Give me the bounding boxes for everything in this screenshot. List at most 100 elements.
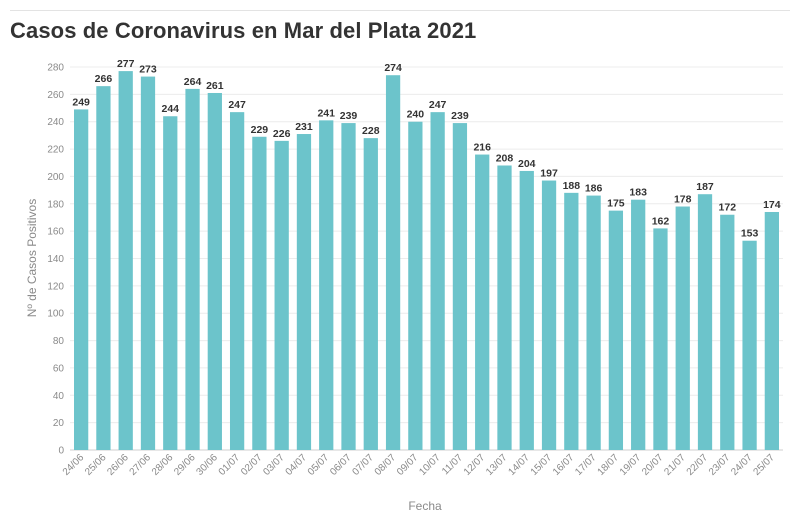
bar [541, 180, 557, 450]
y-tick-label: 20 [53, 418, 65, 429]
x-tick-label: 27/06 [128, 452, 154, 478]
x-tick-label: 07/07 [350, 452, 376, 478]
data-label: 273 [139, 64, 157, 76]
x-tick-label: 01/07 [217, 452, 243, 478]
x-tick-label: 20/07 [640, 452, 666, 478]
x-tick-label: 10/07 [417, 452, 443, 478]
bar [341, 123, 356, 450]
data-labels: 249 266 277 273 244 264 261 247 229 226 231 241 239 2… [72, 58, 780, 240]
bar [296, 134, 312, 450]
data-label: 244 [162, 103, 180, 115]
x-tick-label: 18/07 [596, 452, 622, 478]
bar [430, 112, 445, 450]
bar [163, 116, 178, 450]
bar [653, 228, 668, 450]
x-tick-label: 08/07 [373, 452, 399, 478]
x-tick-label: 17/07 [573, 452, 599, 478]
x-tick-label: 24/07 [729, 452, 755, 478]
y-tick-label: 160 [47, 227, 64, 238]
bar [74, 109, 89, 451]
data-label: 226 [273, 128, 291, 140]
x-tick-label: 29/06 [172, 452, 198, 478]
bar [720, 214, 735, 450]
chart-title: Casos de Coronavirus en Mar del Plata 20… [10, 18, 477, 43]
y-tick-label: 140 [47, 254, 64, 265]
x-tick-label: 03/07 [261, 452, 287, 478]
x-tick-label: 06/07 [328, 452, 354, 478]
x-tick-label: 25/07 [752, 452, 778, 478]
y-tick-label: 0 [58, 446, 64, 457]
x-tick-label: 26/06 [105, 452, 131, 478]
x-tick-label: 05/07 [306, 452, 332, 478]
x-axis-ticks: 24/0625/0626/0627/0628/0629/0630/0601/07… [61, 452, 778, 478]
data-label: 239 [340, 110, 358, 122]
data-label: 197 [540, 168, 558, 180]
x-tick-label: 09/07 [395, 452, 421, 478]
bar [140, 76, 156, 450]
x-tick-label: 19/07 [618, 452, 644, 478]
bar [564, 192, 579, 451]
y-tick-label: 260 [47, 90, 64, 101]
y-tick-label: 220 [47, 145, 64, 156]
data-label: 162 [652, 215, 670, 227]
bar [408, 121, 423, 450]
data-label: 247 [429, 99, 447, 111]
y-tick-label: 240 [47, 117, 64, 128]
y-tick-label: 80 [53, 336, 65, 347]
bar [675, 206, 690, 450]
data-label: 153 [741, 228, 759, 240]
data-label: 249 [72, 96, 90, 108]
bar [519, 170, 534, 450]
data-label: 187 [696, 181, 714, 193]
y-tick-label: 120 [47, 281, 64, 292]
data-label: 228 [362, 125, 380, 137]
bar [742, 240, 757, 450]
bar [586, 195, 601, 450]
bar [252, 136, 267, 450]
data-label: 274 [384, 62, 402, 74]
data-label: 231 [295, 121, 313, 133]
y-tick-label: 180 [47, 199, 64, 210]
x-tick-label: 24/06 [61, 452, 87, 478]
y-tick-label: 200 [47, 172, 64, 183]
bar [207, 92, 222, 450]
data-label: 247 [228, 99, 246, 111]
data-label: 216 [473, 142, 491, 154]
x-tick-label: 22/07 [685, 452, 711, 478]
bar [274, 140, 289, 450]
y-tick-label: 60 [53, 363, 65, 374]
x-tick-label: 04/07 [284, 452, 310, 478]
bar [319, 120, 334, 450]
x-tick-label: 02/07 [239, 452, 265, 478]
data-label: 183 [629, 187, 647, 199]
x-tick-label: 21/07 [662, 452, 688, 478]
x-tick-label: 16/07 [551, 452, 577, 478]
bar [229, 112, 245, 450]
data-label: 188 [563, 180, 581, 192]
data-label: 208 [496, 152, 514, 164]
bar [96, 86, 111, 451]
data-label: 261 [206, 80, 224, 92]
x-tick-label: 15/07 [529, 452, 555, 478]
bar [118, 71, 133, 450]
x-tick-label: 23/07 [707, 452, 733, 478]
data-label: 241 [317, 107, 335, 119]
x-tick-label: 30/06 [194, 452, 220, 478]
y-tick-label: 40 [53, 391, 65, 402]
bar [608, 210, 624, 450]
bar [452, 123, 468, 450]
bar [631, 199, 646, 450]
bar [697, 194, 713, 450]
data-label: 229 [251, 124, 269, 136]
data-label: 266 [95, 73, 113, 85]
data-label: 240 [407, 109, 425, 121]
data-label: 264 [184, 76, 202, 88]
x-tick-label: 11/07 [440, 452, 465, 477]
x-axis-label: Fecha [408, 499, 442, 513]
data-label: 172 [719, 202, 737, 214]
x-tick-label: 25/06 [83, 452, 109, 478]
y-tick-label: 280 [47, 63, 64, 74]
y-tick-label: 100 [47, 309, 64, 320]
data-label: 178 [674, 194, 692, 206]
data-label: 204 [518, 158, 536, 170]
